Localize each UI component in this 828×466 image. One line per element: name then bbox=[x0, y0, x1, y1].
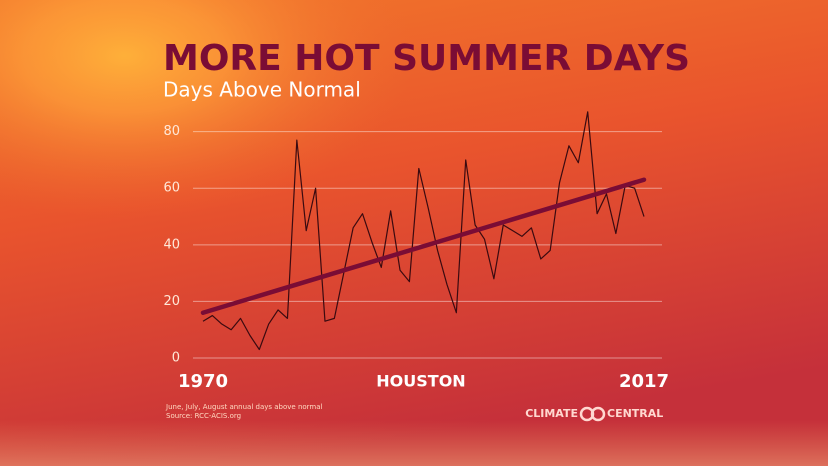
y-tick-label: 60 bbox=[163, 181, 180, 196]
chart-title: MORE HOT SUMMER DAYS bbox=[163, 38, 690, 79]
note: Source: RCC-ACIS.org bbox=[166, 412, 241, 420]
y-tick-label: 80 bbox=[163, 124, 180, 139]
brand-left: CLIMATE bbox=[525, 407, 578, 420]
trend-line bbox=[200, 177, 647, 315]
data-line bbox=[202, 111, 645, 351]
y-tick-label: 40 bbox=[163, 237, 180, 252]
haze bbox=[0, 420, 828, 466]
y-tick-label: 20 bbox=[163, 294, 180, 309]
location-label: HOUSTON bbox=[376, 372, 465, 391]
note: June, July, August annual days above nor… bbox=[165, 403, 323, 411]
chart-subtitle: Days Above Normal bbox=[163, 78, 361, 102]
y-tick-label: 0 bbox=[172, 351, 180, 366]
x-tick-label: 2017 bbox=[619, 371, 669, 392]
brand-logo bbox=[579, 406, 606, 422]
x-tick-label: 1970 bbox=[178, 371, 228, 392]
brand-right: CENTRAL bbox=[607, 407, 663, 420]
